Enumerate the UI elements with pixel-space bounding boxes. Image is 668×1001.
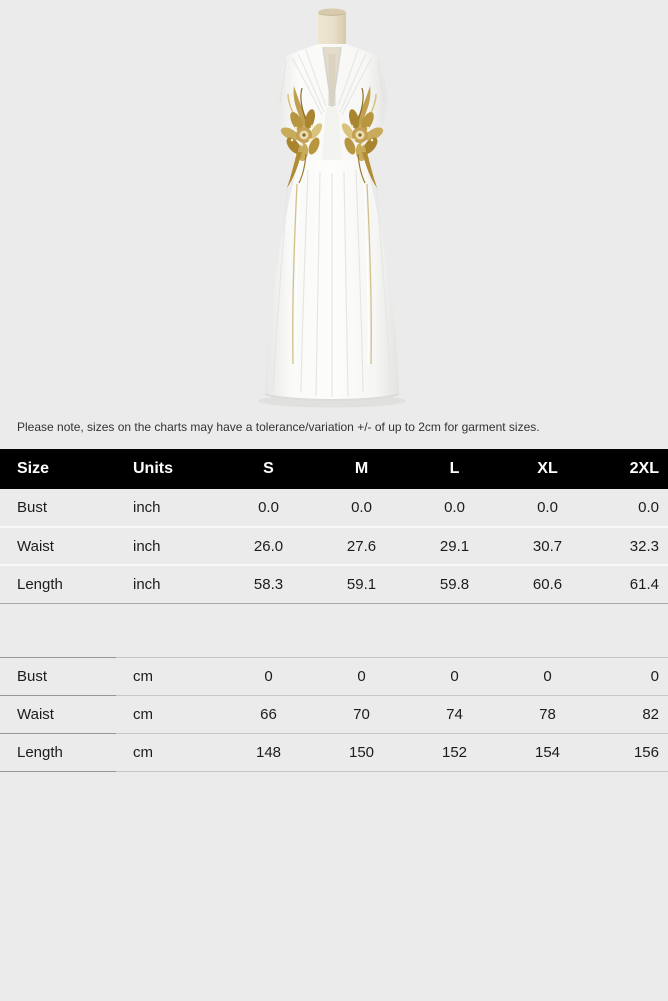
mannequin-neck xyxy=(318,8,346,48)
dress-illustration xyxy=(258,8,406,408)
row-label: Bust xyxy=(0,656,116,695)
cell-value: 0 xyxy=(315,656,408,695)
row-unit: inch xyxy=(116,526,222,565)
cell-value: 29.1 xyxy=(408,526,501,565)
column-header-s: S xyxy=(222,449,315,489)
column-header-size: Size xyxy=(0,449,116,489)
cell-value: 27.6 xyxy=(315,526,408,565)
product-photo xyxy=(0,0,668,412)
cell-value: 61.4 xyxy=(594,564,668,604)
column-header-xl: XL xyxy=(501,449,594,489)
cell-value: 0.0 xyxy=(408,489,501,527)
row-label: Waist xyxy=(0,526,116,565)
cell-value: 0 xyxy=(222,656,315,695)
column-header-l: L xyxy=(408,449,501,489)
row-label: Length xyxy=(0,732,116,772)
cell-value: 0 xyxy=(501,656,594,695)
cell-value: 60.6 xyxy=(501,564,594,604)
cell-value: 0.0 xyxy=(222,489,315,527)
row-unit: cm xyxy=(116,732,222,772)
cell-value: 152 xyxy=(408,732,501,772)
size-tolerance-note: Please note, sizes on the charts may hav… xyxy=(17,420,540,434)
cell-value: 0.0 xyxy=(594,489,668,527)
cell-value: 26.0 xyxy=(222,526,315,565)
row-unit: inch xyxy=(116,564,222,604)
cell-value: 70 xyxy=(315,694,408,733)
size-chart-cm-table: Bust cm 0 0 0 0 0 Waist cm 66 70 74 78 8… xyxy=(0,656,668,772)
size-chart-header-row: Size Units S M L XL 2XL xyxy=(0,449,668,489)
cell-value: 148 xyxy=(222,732,315,772)
table-section-gap xyxy=(0,604,668,657)
cell-value: 59.8 xyxy=(408,564,501,604)
cell-value: 154 xyxy=(501,732,594,772)
cell-value: 59.1 xyxy=(315,564,408,604)
row-label: Bust xyxy=(0,489,116,527)
row-unit: inch xyxy=(116,489,222,527)
row-label: Length xyxy=(0,564,116,604)
cell-value: 150 xyxy=(315,732,408,772)
cell-value: 66 xyxy=(222,694,315,733)
row-unit: cm xyxy=(116,694,222,733)
table-row-bust-cm: Bust cm 0 0 0 0 0 xyxy=(0,656,668,695)
table-row-waist-inch: Waist inch 26.0 27.6 29.1 30.7 32.3 xyxy=(0,526,668,565)
table-row-length-cm: Length cm 148 150 152 154 156 xyxy=(0,732,668,772)
column-header-m: M xyxy=(315,449,408,489)
cell-value: 0.0 xyxy=(315,489,408,527)
table-row-bust-inch: Bust inch 0.0 0.0 0.0 0.0 0.0 xyxy=(0,489,668,527)
dress-skirt xyxy=(264,160,400,401)
table-row-waist-cm: Waist cm 66 70 74 78 82 xyxy=(0,694,668,733)
size-chart-inch-table: Size Units S M L XL 2XL Bust inch 0.0 0.… xyxy=(0,449,668,604)
cell-value: 32.3 xyxy=(594,526,668,565)
cell-value: 0.0 xyxy=(501,489,594,527)
column-header-2xl: 2XL xyxy=(594,449,668,489)
cell-value: 74 xyxy=(408,694,501,733)
cell-value: 58.3 xyxy=(222,564,315,604)
row-unit: cm xyxy=(116,656,222,695)
cell-value: 82 xyxy=(594,694,668,733)
cell-value: 30.7 xyxy=(501,526,594,565)
row-label: Waist xyxy=(0,694,116,733)
table-row-length-inch: Length inch 58.3 59.1 59.8 60.6 61.4 xyxy=(0,564,668,604)
cell-value: 0 xyxy=(594,656,668,695)
column-header-units: Units xyxy=(116,449,222,489)
cell-value: 78 xyxy=(501,694,594,733)
cell-value: 0 xyxy=(408,656,501,695)
cell-value: 156 xyxy=(594,732,668,772)
